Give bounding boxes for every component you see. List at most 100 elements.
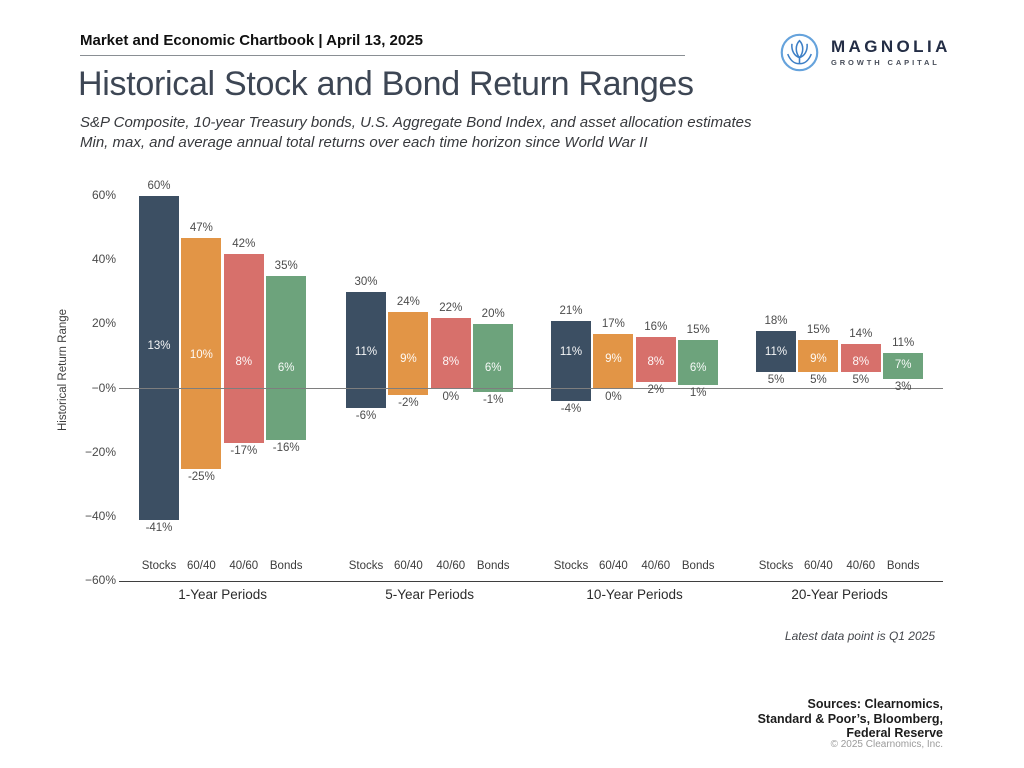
bar-1-year-periods-bonds [266,276,307,440]
asset-label-stocks: Stocks [758,560,794,572]
header-divider [80,55,685,56]
bar-5-year-periods-bonds [473,324,514,392]
min-label-10-year-periods-stocks: -4% [560,403,582,416]
asset-label-40-60: 40/60 [436,560,466,572]
avg-label-5-year-periods-bonds: 6% [484,362,502,375]
zero-axis-line [119,388,943,389]
chart-subtitle: S&P Composite, 10-year Treasury bonds, U… [80,113,751,152]
avg-label-1-year-periods-60-40: 10% [189,349,213,362]
max-label-10-year-periods-60-40: 17% [601,317,625,330]
max-label-20-year-periods-bonds: 11% [892,337,915,350]
max-label-1-year-periods-40-60: 42% [232,237,256,250]
asset-label-60-40: 60/40 [804,560,833,572]
bar-20-year-periods-60-40 [798,340,839,373]
min-label-20-year-periods-bonds: 3% [894,380,912,393]
min-label-5-year-periods-bonds: -1% [482,393,504,406]
avg-label-10-year-periods-bonds: 6% [689,362,707,375]
logo-text: MAGNOLIA GROWTH CAPITAL [831,38,951,67]
max-label-5-year-periods-60-40: 24% [396,295,420,308]
asset-label-stocks: Stocks [553,560,589,572]
avg-label-1-year-periods-stocks: 13% [147,339,171,352]
asset-label-40-60: 40/60 [641,560,671,572]
y-tick-label: −0% [91,380,116,395]
max-label-5-year-periods-stocks: 30% [354,276,378,289]
max-label-1-year-periods-bonds: 35% [274,260,298,273]
min-label-10-year-periods-40-60: 2% [647,384,665,397]
avg-label-1-year-periods-bonds: 6% [277,362,295,375]
y-tick-label: 40% [91,252,116,267]
avg-label-20-year-periods-bonds: 7% [894,359,912,372]
latest-data-footnote: Latest data point is Q1 2025 [784,629,935,643]
min-label-5-year-periods-60-40: -2% [398,396,419,409]
max-label-10-year-periods-stocks: 21% [559,305,583,318]
asset-label-bonds: Bonds [269,560,303,572]
asset-label-bonds: Bonds [476,560,510,572]
y-tick-label: −60% [84,572,116,587]
logo-name: MAGNOLIA [831,37,951,56]
asset-label-60-40: 60/40 [187,560,216,572]
max-label-1-year-periods-60-40: 47% [189,221,213,234]
min-label-20-year-periods-60-40: 5% [810,374,827,387]
max-label-20-year-periods-60-40: 15% [806,324,830,337]
bar-5-year-periods-40-60 [430,317,471,389]
y-tick-label: −40% [84,508,116,523]
bar-10-year-periods-stocks [551,321,591,402]
asset-label-bonds: Bonds [681,560,715,572]
asset-label-stocks: Stocks [348,560,384,572]
min-label-1-year-periods-40-60: -17% [230,445,258,458]
min-label-1-year-periods-bonds: -16% [272,441,300,454]
period-group-label-1-year-periods: 1-Year Periods [178,587,267,602]
avg-label-5-year-periods-stocks: 11% [354,346,378,359]
period-group-label-10-year-periods: 10-Year Periods [586,587,683,602]
max-label-5-year-periods-40-60: 22% [439,301,463,314]
bar-10-year-periods-60-40 [593,333,634,389]
subtitle-line-2: Min, max, and average annual total retur… [80,133,648,151]
bar-20-year-periods-40-60 [840,343,881,373]
asset-label-60-40: 60/40 [394,560,423,572]
avg-label-1-year-periods-40-60: 8% [235,355,253,368]
min-label-1-year-periods-stocks: -41% [145,522,173,535]
bar-10-year-periods-40-60 [635,337,676,383]
avg-label-20-year-periods-60-40: 9% [810,352,827,365]
logo: MAGNOLIA GROWTH CAPITAL [779,32,951,73]
min-label-5-year-periods-stocks: -6% [355,409,377,422]
max-label-20-year-periods-40-60: 14% [849,327,873,340]
asset-label-stocks: Stocks [141,560,177,572]
bar-20-year-periods-bonds [883,353,924,379]
min-label-10-year-periods-bonds: 1% [689,387,707,400]
max-label-20-year-periods-stocks: 18% [764,314,788,327]
sources: Sources: Clearnomics, Standard & Poor’s,… [758,697,943,741]
x-axis-line [119,581,943,582]
avg-label-10-year-periods-stocks: 11% [559,346,583,359]
min-label-20-year-periods-40-60: 5% [852,374,870,387]
sources-line-2: Standard & Poor’s, Bloomberg, [757,711,943,726]
max-label-1-year-periods-stocks: 60% [147,180,171,192]
avg-label-5-year-periods-60-40: 9% [400,352,417,365]
bar-1-year-periods-60-40 [181,237,222,469]
copyright: © 2025 Clearnomics, Inc. [830,739,943,750]
avg-label-10-year-periods-60-40: 9% [605,352,622,365]
page-title: Historical Stock and Bond Return Ranges [78,65,694,103]
period-group-label-5-year-periods: 5-Year Periods [385,587,474,602]
bar-1-year-periods-stocks [139,196,179,521]
bar-10-year-periods-bonds [678,340,719,386]
chartbook-header: Market and Economic Chartbook | April 13… [80,32,423,49]
period-group-label-20-year-periods: 20-Year Periods [791,587,888,602]
y-tick-label: −20% [84,444,116,459]
subtitle-line-1: S&P Composite, 10-year Treasury bonds, U… [80,114,752,131]
y-tick-label: 60% [91,188,116,202]
max-label-10-year-periods-40-60: 16% [644,321,668,334]
asset-label-60-40: 60/40 [599,560,628,572]
min-label-1-year-periods-60-40: -25% [187,470,215,483]
avg-label-20-year-periods-stocks: 11% [764,346,788,359]
max-label-10-year-periods-bonds: 15% [686,324,710,337]
avg-label-10-year-periods-40-60: 8% [647,355,665,368]
sources-line-3: Federal Reserve [846,726,943,740]
min-label-20-year-periods-stocks: 5% [767,374,785,387]
avg-label-20-year-periods-40-60: 8% [852,355,870,368]
magnolia-flower-icon [780,33,819,72]
avg-label-5-year-periods-40-60: 8% [442,355,460,368]
asset-label-40-60: 40/60 [846,560,876,572]
